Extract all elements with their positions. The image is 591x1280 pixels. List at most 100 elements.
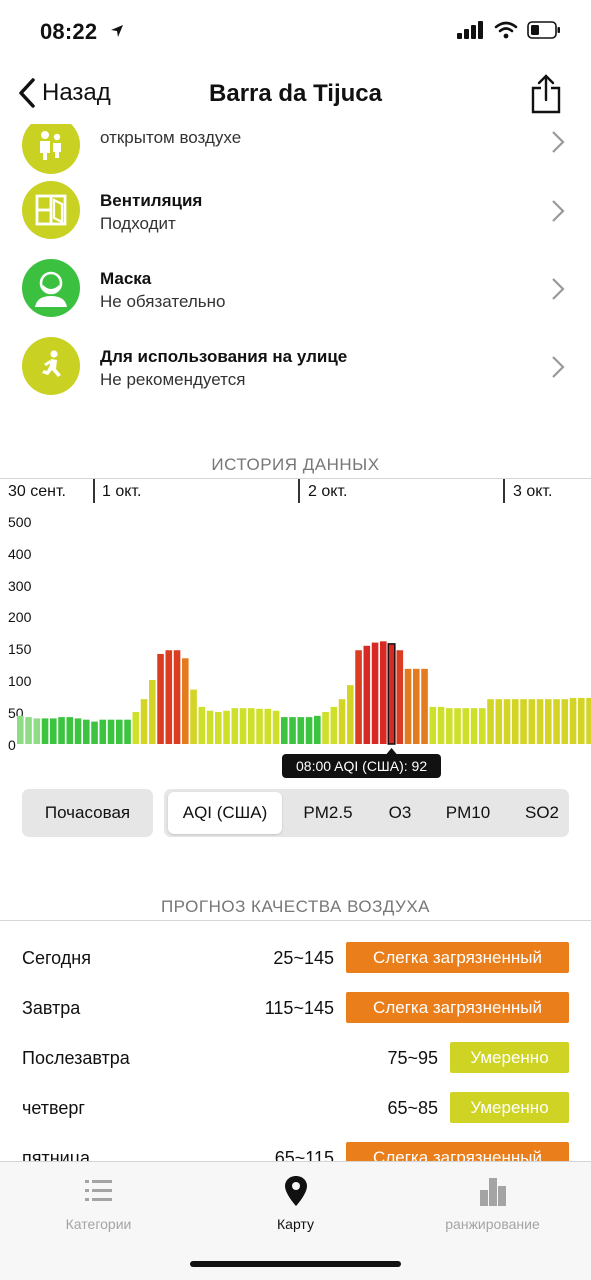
chart-bar[interactable] — [371, 642, 379, 744]
chart-bar[interactable] — [132, 712, 140, 744]
chart-bar[interactable] — [545, 699, 552, 744]
aqi-history-chart[interactable] — [0, 500, 591, 780]
chart-bar[interactable] — [330, 706, 338, 744]
chart-bar[interactable] — [173, 650, 181, 744]
share-icon[interactable] — [531, 74, 561, 114]
chevron-right-icon — [552, 278, 565, 300]
chart-bar[interactable] — [256, 708, 263, 744]
chart-bar[interactable] — [41, 718, 49, 744]
chevron-right-icon — [552, 131, 565, 153]
tab-o3[interactable]: O3 — [388, 803, 412, 822]
chart-bar[interactable] — [116, 719, 123, 744]
chart-bar[interactable] — [223, 710, 230, 744]
home-indicator — [190, 1261, 401, 1267]
chart-bar[interactable] — [231, 708, 239, 744]
tab-label: ранжирование — [445, 1216, 540, 1232]
chart-bar[interactable] — [314, 715, 321, 744]
chart-bar[interactable] — [404, 668, 412, 744]
chart-bar[interactable] — [33, 718, 41, 744]
chart-bar[interactable] — [50, 718, 57, 744]
chart-bar[interactable] — [17, 715, 24, 744]
back-button[interactable]: Назад — [18, 78, 111, 108]
chart-bar[interactable] — [264, 708, 272, 744]
chart-bar[interactable] — [553, 699, 560, 744]
chart-bar[interactable] — [421, 668, 428, 744]
chart-bar-selected[interactable] — [387, 643, 396, 745]
nav-bar: Назад Barra da Tijuca — [0, 64, 591, 124]
chart-bar[interactable] — [380, 641, 387, 744]
rec-title: Вентиляция — [100, 191, 203, 210]
chart-bar[interactable] — [206, 710, 214, 744]
rec-outdoor-stay[interactable]: Подходит для ограниченного пребывания на… — [0, 124, 591, 184]
chart-bar[interactable] — [462, 708, 470, 744]
chart-bar[interactable] — [487, 699, 494, 744]
tab-ranking[interactable]: ранжирование — [394, 1174, 591, 1232]
y-tick-label: 400 — [8, 546, 32, 562]
chart-bar[interactable] — [190, 689, 197, 744]
tab-aqi-us[interactable]: AQI (США) — [168, 792, 282, 834]
chart-bar[interactable] — [347, 685, 354, 744]
chart-bar[interactable] — [446, 708, 453, 744]
chart-bar[interactable] — [66, 717, 74, 744]
pollutant-selector: AQI (США) PM2.5 O3 PM10 SO2 — [164, 789, 569, 837]
chart-bar[interactable] — [363, 645, 371, 744]
tab-map[interactable]: Карту — [197, 1174, 394, 1232]
tab-so2[interactable]: SO2 — [524, 803, 560, 822]
chart-bar[interactable] — [569, 697, 577, 744]
forecast-row: Сегодня 25~145 Слегка загрязненный — [0, 942, 591, 974]
tab-categories[interactable]: Категории — [0, 1174, 197, 1232]
chart-bar[interactable] — [479, 708, 486, 744]
chart-bar[interactable] — [198, 706, 206, 744]
tab-label: Категории — [65, 1216, 132, 1232]
chart-bar[interactable] — [586, 697, 591, 744]
chart-bar[interactable] — [413, 668, 420, 744]
tab-pm10[interactable]: PM10 — [445, 803, 491, 822]
chart-bar[interactable] — [215, 712, 222, 744]
y-tick-label: 200 — [8, 609, 32, 625]
forecast-status-badge: Слегка загрязненный — [346, 992, 569, 1023]
chart-bar[interactable] — [149, 680, 156, 744]
chart-bar[interactable] — [495, 699, 503, 744]
chart-bar[interactable] — [520, 699, 527, 744]
divider — [0, 920, 591, 921]
chart-bar[interactable] — [512, 699, 519, 744]
chart-bar[interactable] — [281, 717, 288, 744]
chart-bar[interactable] — [470, 708, 478, 744]
chart-bar[interactable] — [561, 699, 569, 744]
tab-pm25[interactable]: PM2.5 — [303, 803, 353, 822]
chart-bar[interactable] — [124, 719, 131, 744]
forecast-range: 25~145 — [273, 948, 334, 968]
chart-bar[interactable] — [429, 706, 437, 744]
rec-outdoor-exercise[interactable]: Для использования на улице Не рекомендуе… — [0, 336, 591, 414]
chart-bar[interactable] — [289, 717, 296, 744]
chart-bar[interactable] — [58, 717, 65, 744]
chart-bar[interactable] — [25, 717, 32, 744]
chart-bar[interactable] — [248, 708, 255, 744]
chart-bar[interactable] — [74, 718, 82, 744]
rec-ventilation[interactable]: Вентиляция Подходит — [0, 180, 591, 258]
chart-bar[interactable] — [355, 650, 362, 744]
chart-bar[interactable] — [182, 658, 189, 744]
hourly-button[interactable]: Почасовая — [22, 789, 153, 837]
chart-bar[interactable] — [165, 650, 173, 744]
chart-bar[interactable] — [297, 717, 305, 744]
chart-bar[interactable] — [536, 699, 544, 744]
rec-mask[interactable]: Маска Не обязательно — [0, 258, 591, 336]
chart-bar[interactable] — [157, 653, 164, 744]
chart-bar[interactable] — [239, 708, 247, 744]
chart-bar[interactable] — [454, 708, 461, 744]
chart-bar[interactable] — [99, 719, 107, 744]
chart-bar[interactable] — [578, 697, 585, 744]
chart-bar[interactable] — [437, 706, 445, 744]
chart-bar[interactable] — [322, 712, 329, 744]
chart-bar[interactable] — [396, 650, 404, 744]
chart-bar[interactable] — [91, 721, 98, 744]
chart-bar[interactable] — [528, 699, 536, 744]
chart-bar[interactable] — [140, 699, 148, 744]
chart-bar[interactable] — [305, 717, 313, 744]
chart-bar[interactable] — [83, 719, 90, 744]
chart-bar[interactable] — [503, 699, 511, 744]
chart-bar[interactable] — [272, 710, 280, 744]
chart-bar[interactable] — [338, 699, 346, 744]
chart-bar[interactable] — [107, 719, 115, 744]
